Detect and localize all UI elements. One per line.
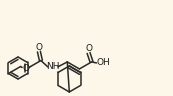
Text: O: O (22, 64, 29, 73)
Text: OH: OH (97, 58, 110, 67)
Text: O: O (85, 44, 92, 53)
Text: NH: NH (46, 62, 60, 71)
Text: O: O (35, 43, 42, 52)
